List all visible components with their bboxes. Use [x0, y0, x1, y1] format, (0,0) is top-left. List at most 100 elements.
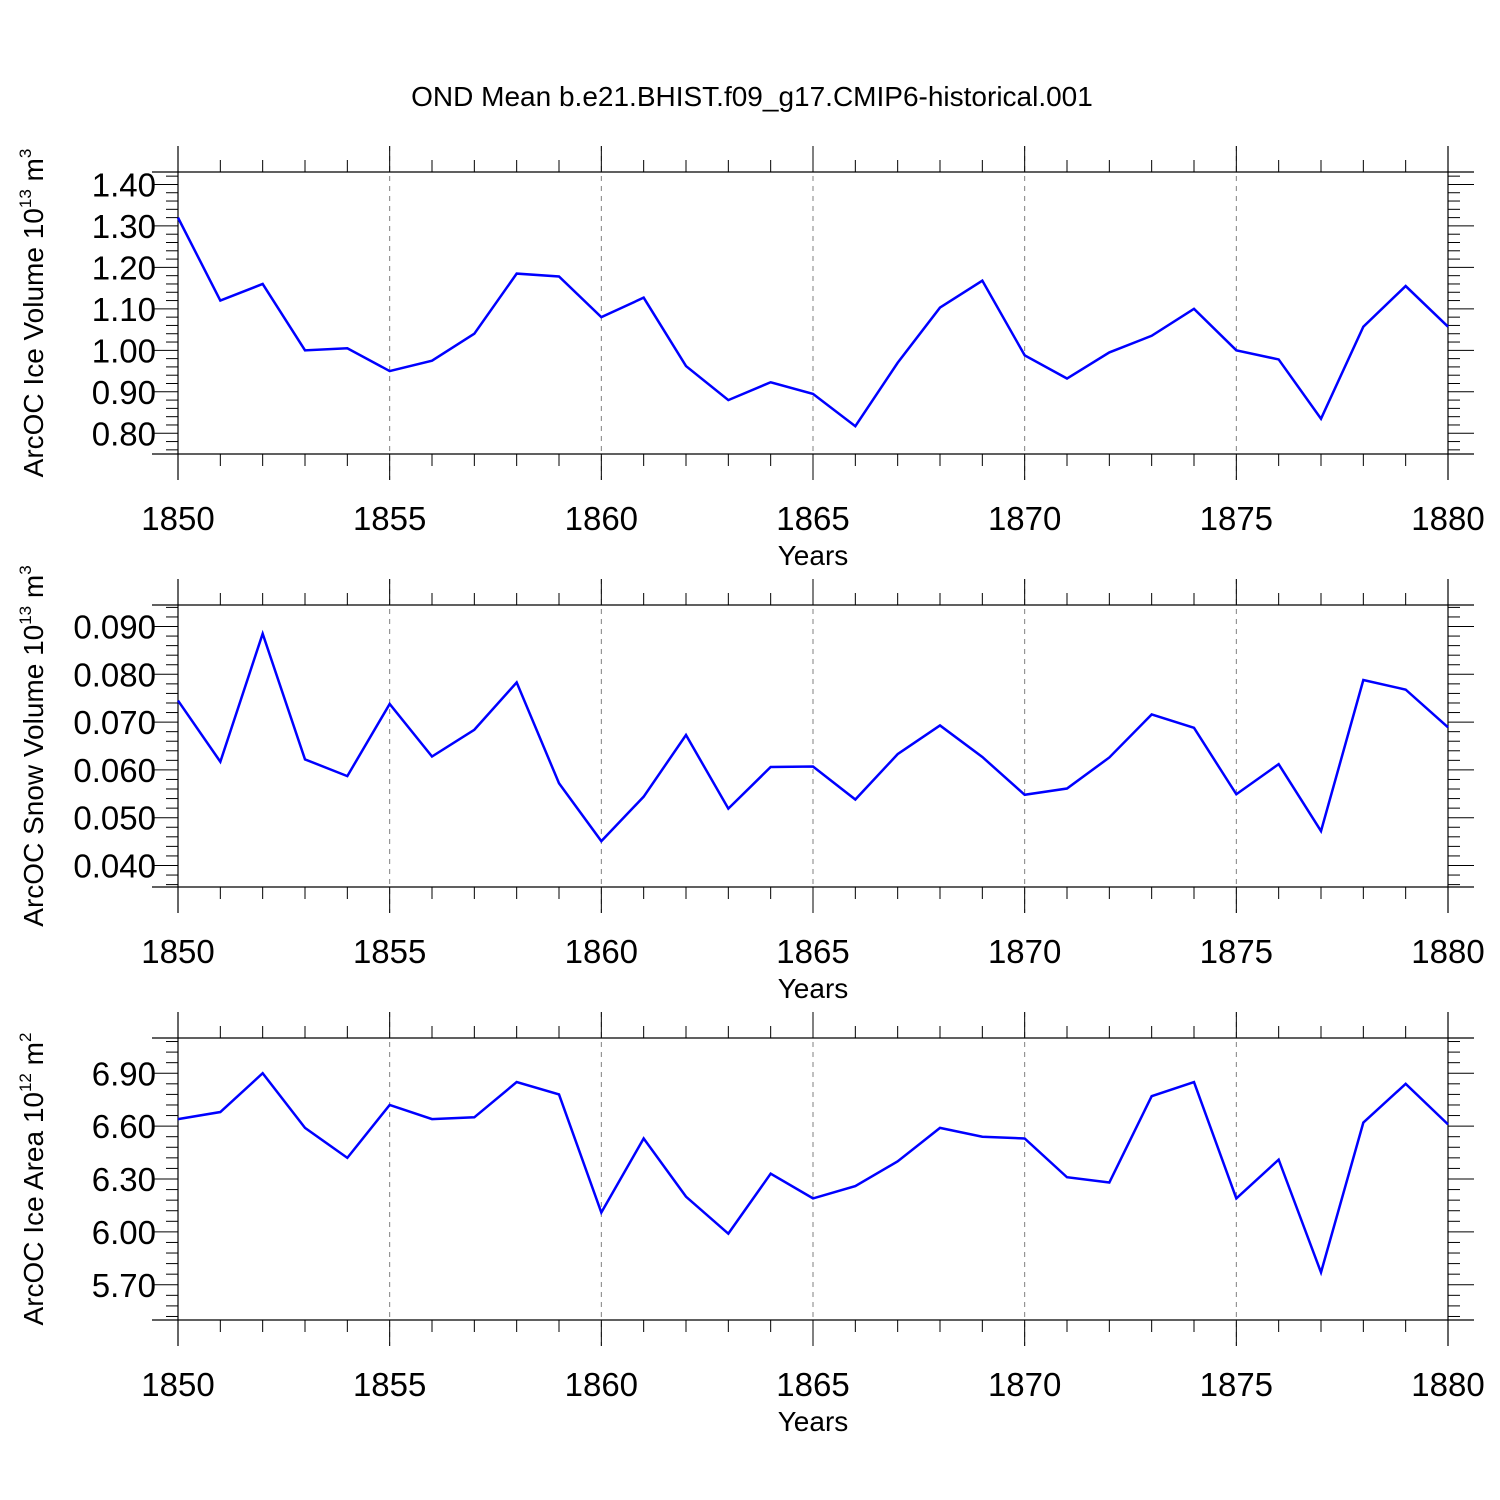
data-point	[1192, 307, 1196, 311]
data-point	[261, 282, 265, 286]
data-point	[938, 723, 942, 727]
y-tick-label: 0.050	[73, 800, 156, 837]
data-point	[1107, 755, 1111, 759]
data-point	[1404, 284, 1408, 288]
y-tick-label: 1.20	[92, 249, 156, 286]
data-point	[896, 1159, 900, 1163]
y-tick-label: 0.080	[73, 656, 156, 693]
data-point	[726, 1232, 730, 1236]
data-point	[515, 272, 519, 276]
data-point	[345, 1156, 349, 1160]
y-axis-label: ArcOC Ice Area 1012 m2	[16, 1033, 49, 1326]
x-tick-label: 1865	[776, 1366, 849, 1403]
data-point	[684, 733, 688, 737]
x-tick-label: 1860	[565, 933, 638, 970]
data-point	[896, 752, 900, 756]
series-line	[176, 217, 1449, 429]
series-line	[177, 1071, 1449, 1277]
data-point	[1234, 348, 1238, 352]
data-point	[811, 765, 815, 769]
data-point	[1277, 1158, 1281, 1162]
data-point	[896, 361, 900, 365]
panels: 1850 1855 1860 1865 1870 1875 1880 Years 0.80 0.9…	[16, 146, 1485, 1437]
data-point	[684, 1195, 688, 1199]
data-point	[388, 369, 392, 373]
y-tick-label: 0.040	[73, 847, 156, 884]
x-tick-label: 1880	[1411, 1366, 1484, 1403]
y-tick-label: 6.30	[92, 1161, 156, 1198]
x-tick-label: 1870	[988, 500, 1061, 537]
y-tick-label: 6.60	[92, 1108, 156, 1145]
data-point	[1446, 325, 1450, 329]
data-point	[1234, 792, 1238, 796]
data-point	[430, 359, 434, 363]
x-tick-label: 1855	[353, 1366, 426, 1403]
data-point	[1361, 1121, 1365, 1125]
x-tick-label: 1880	[1411, 933, 1484, 970]
x-tick-label: 1870	[988, 1366, 1061, 1403]
y-tick-label: 5.70	[92, 1267, 156, 1304]
data-point	[1150, 1094, 1154, 1098]
data-point	[599, 839, 603, 843]
data-point	[938, 1126, 942, 1130]
x-tick-label: 1860	[565, 500, 638, 537]
data-point	[599, 315, 603, 319]
y-tick-label: 1.30	[92, 208, 156, 245]
data-point	[515, 1080, 519, 1084]
data-point	[726, 807, 730, 811]
data-point	[1150, 712, 1154, 716]
data-point	[642, 1136, 646, 1140]
panel-3: 1850 1855 1860 1865 1870 1875 1880 Years 5.70 6.0…	[16, 1012, 1485, 1437]
data-point	[1319, 1270, 1323, 1274]
data-point	[853, 798, 857, 802]
x-axis-label: Years	[778, 973, 849, 1004]
data-point	[1404, 1082, 1408, 1086]
data-point	[261, 1071, 265, 1075]
data-point	[176, 1117, 180, 1121]
data-point	[1446, 725, 1450, 729]
x-tick-label: 1855	[353, 500, 426, 537]
x-tick-label: 1880	[1411, 500, 1484, 537]
data-point	[303, 1126, 307, 1130]
data-point	[1192, 726, 1196, 730]
data-point	[1107, 1181, 1111, 1185]
data-point	[1277, 357, 1281, 361]
data-point	[515, 680, 519, 684]
x-tick-label: 1875	[1200, 933, 1273, 970]
y-tick-label: 0.80	[92, 415, 156, 452]
data-point	[980, 755, 984, 759]
data-point	[1319, 829, 1323, 833]
panel-2: 1850 1855 1860 1865 1870 1875 1880 Years 0.040 0.…	[16, 565, 1485, 1004]
data-point	[769, 380, 773, 384]
data-point	[684, 364, 688, 368]
data-point	[980, 279, 984, 283]
data-point	[303, 348, 307, 352]
data-point	[472, 728, 476, 732]
x-tick-label: 1875	[1200, 1366, 1273, 1403]
data-point	[769, 765, 773, 769]
data-point	[218, 299, 222, 303]
data-point	[218, 760, 222, 764]
data-point	[176, 216, 180, 220]
data-point	[1065, 377, 1069, 381]
data-point	[430, 1117, 434, 1121]
data-point	[345, 774, 349, 778]
data-point	[1319, 417, 1323, 421]
x-axis-label: Years	[778, 1406, 849, 1437]
x-tick-label: 1850	[141, 500, 214, 537]
data-point	[1023, 1136, 1027, 1140]
data-point	[176, 699, 180, 703]
data-point	[726, 398, 730, 402]
data-point	[472, 1115, 476, 1119]
data-point	[599, 1210, 603, 1214]
y-axis-label: ArcOC Snow Volume 1013 m3	[16, 565, 49, 926]
x-tick-label: 1875	[1200, 500, 1273, 537]
data-point	[1446, 1122, 1450, 1126]
x-tick-label: 1865	[776, 500, 849, 537]
data-point	[388, 1103, 392, 1107]
data-point	[1023, 353, 1027, 357]
data-point	[642, 296, 646, 300]
data-point	[853, 1184, 857, 1188]
x-axis-label: Years	[778, 540, 849, 571]
